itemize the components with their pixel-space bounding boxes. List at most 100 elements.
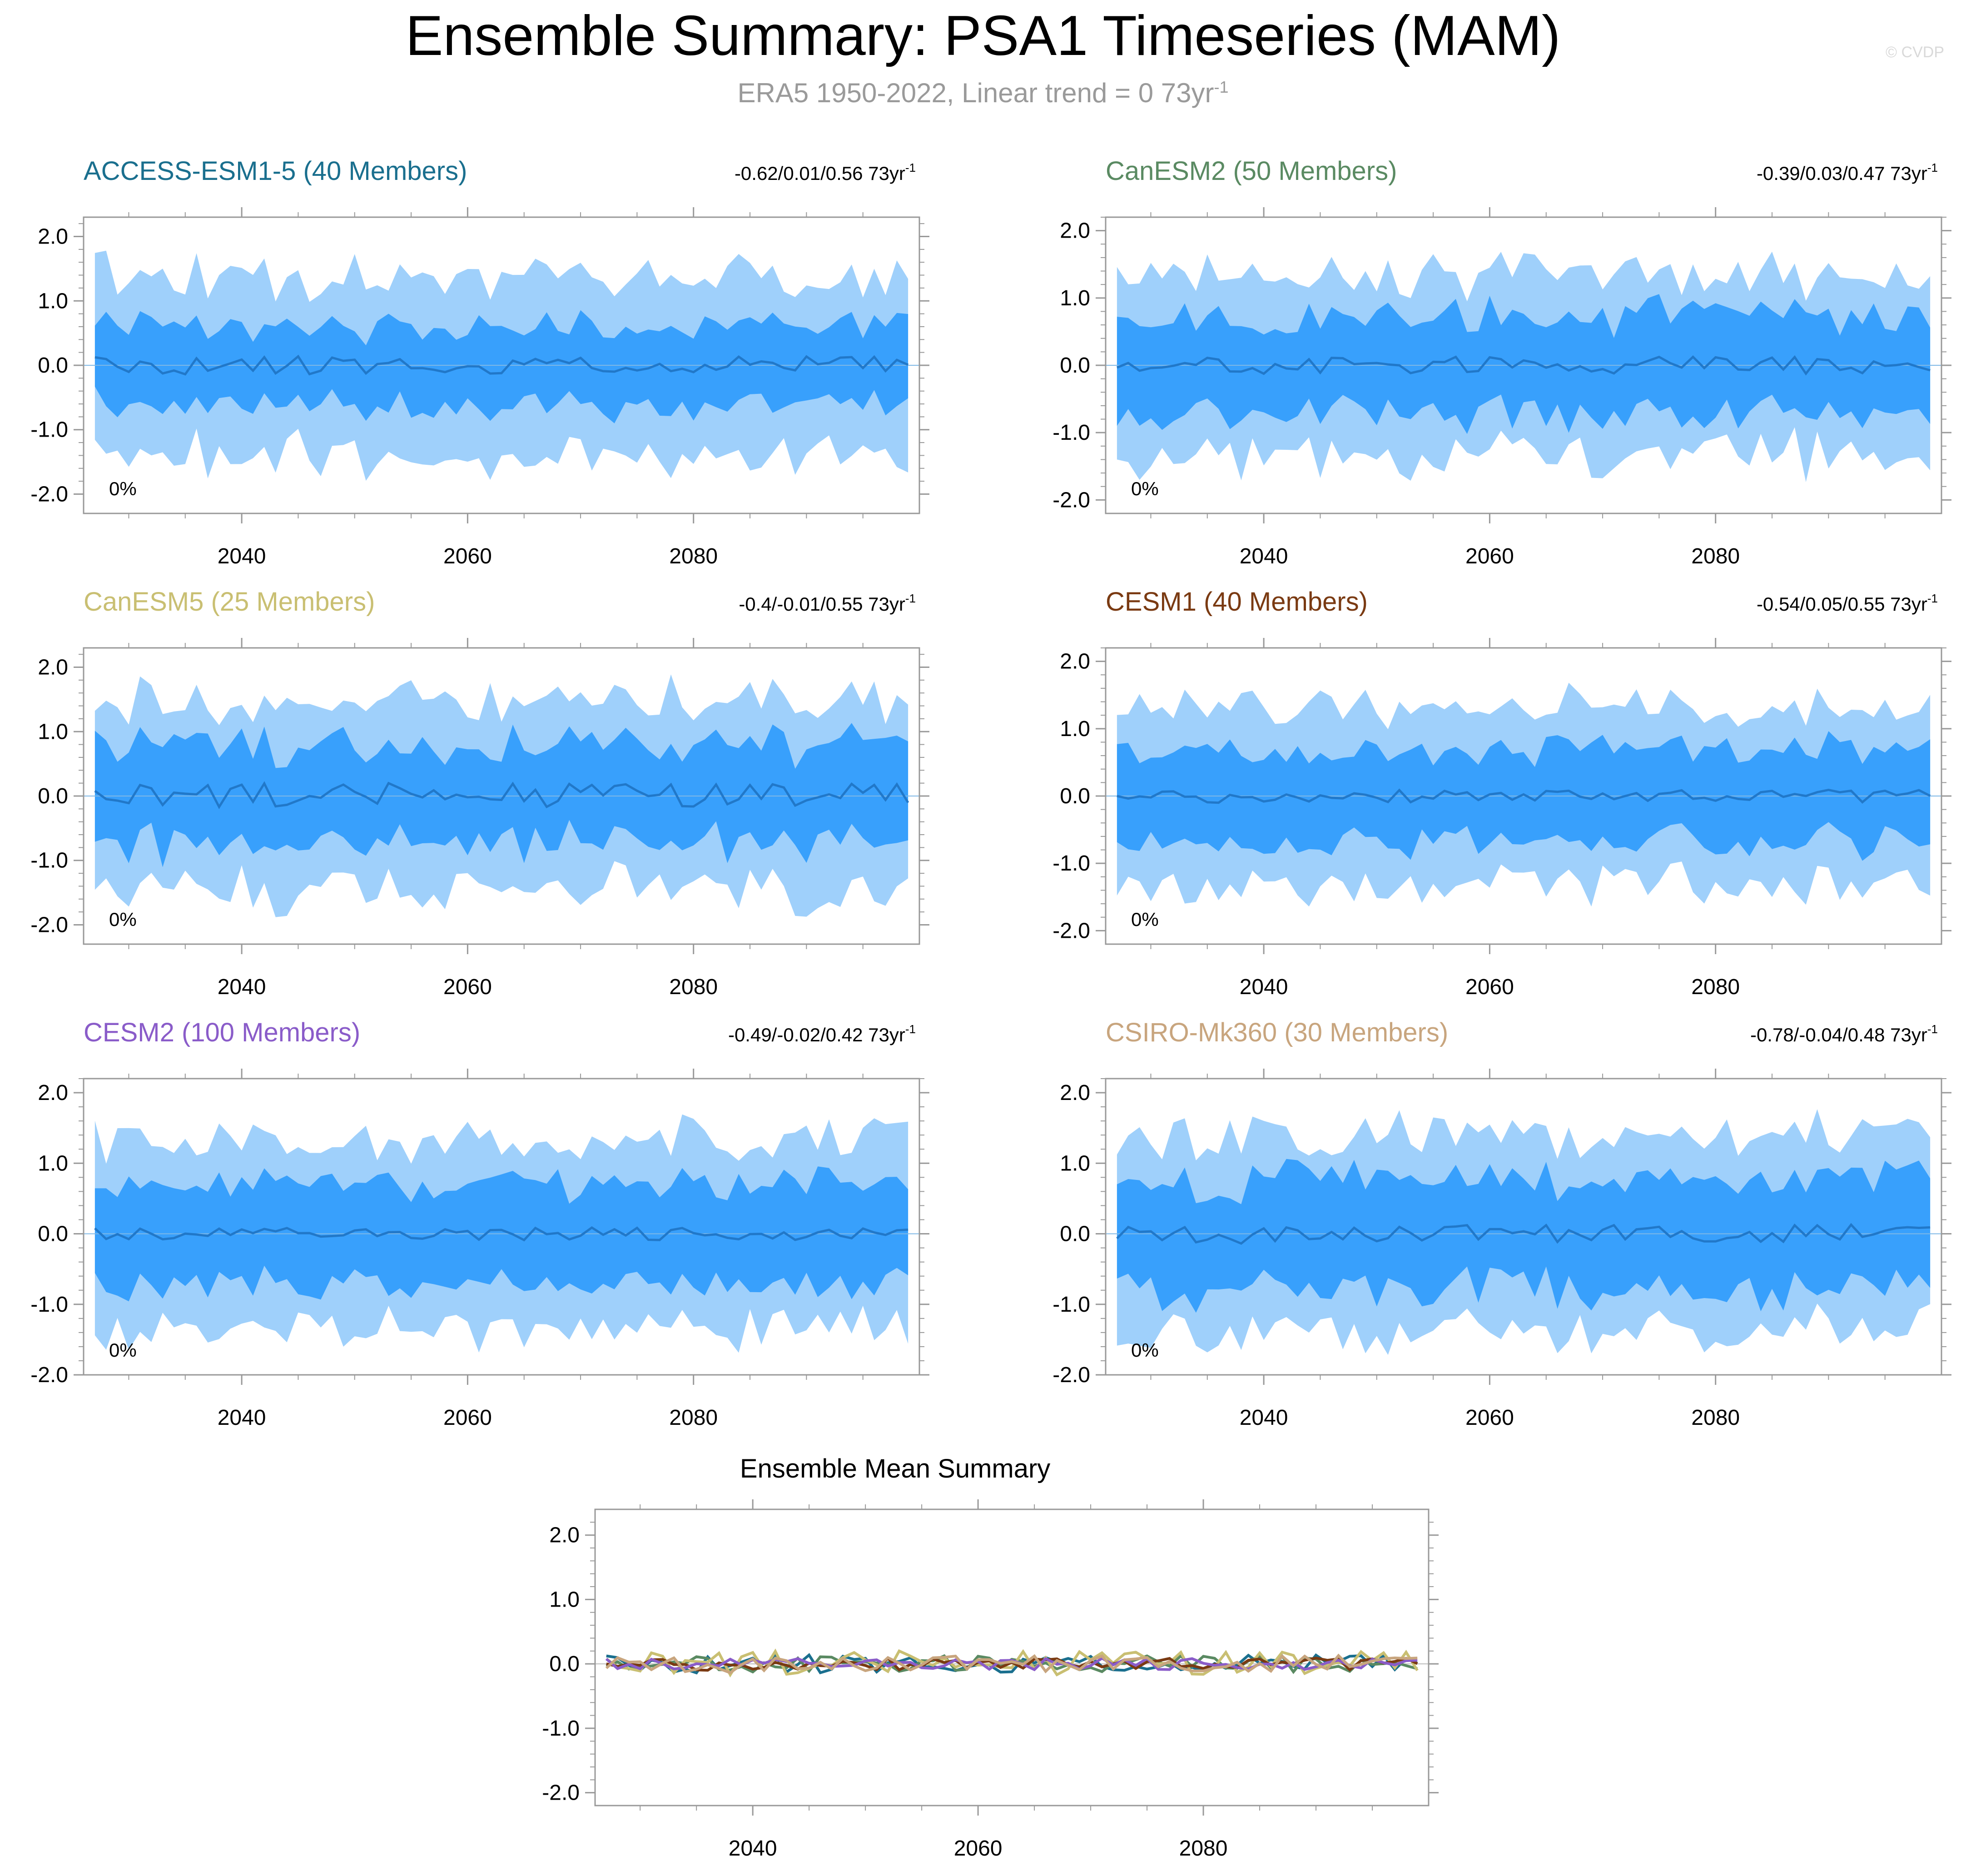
y-tick-label: 2.0	[549, 1523, 580, 1548]
y-tick-label: 1.0	[1060, 1151, 1090, 1175]
inner-spread-band	[1117, 1159, 1931, 1313]
y-tick-label: 2.0	[1060, 1081, 1090, 1105]
x-tick-label: 2040	[218, 544, 266, 568]
ensemble-mean-line	[1116, 355, 1931, 376]
y-tick-label: -1.0	[30, 849, 68, 873]
x-tick-label: 2080	[669, 1406, 718, 1430]
chart-panel-3: CanESM5 (25 Members) -0.4/-0.01/0.55 73yr…	[30, 587, 929, 999]
x-tick-label: 2080	[1691, 1406, 1740, 1430]
trend-superscript: -1	[1927, 592, 1938, 605]
trend-label: -0.4/-0.01/0.55 73yr-1	[739, 592, 916, 615]
inner-spread-band	[1117, 294, 1931, 434]
y-tick-label: 1.0	[549, 1587, 580, 1612]
y-tick-label: -2.0	[1053, 919, 1090, 943]
y-tick-label: 0.0	[38, 1222, 68, 1246]
panel-title: CSIRO-Mk360 (30 Members)	[1106, 1018, 1448, 1047]
trend-superscript: -1	[1927, 161, 1938, 174]
x-tick-label: 2040	[218, 1406, 266, 1430]
y-tick-label: 0.0	[1060, 353, 1090, 378]
plot-frame	[1105, 1078, 1942, 1376]
ensemble-mean-line	[94, 1226, 909, 1242]
x-tick-label: 2040	[729, 1836, 777, 1861]
chart-panel-5: CESM2 (100 Members) -0.49/-0.02/0.42 73yr…	[30, 1018, 929, 1430]
y-tick-label: -1.0	[30, 418, 68, 442]
y-tick-label: -2.0	[1053, 1363, 1090, 1387]
panel-title: CanESM5 (25 Members)	[84, 587, 375, 617]
x-tick-label: 2060	[443, 1406, 492, 1430]
trend-label: -0.39/0.03/0.47 73yr-1	[1757, 161, 1938, 184]
percent-label: 0%	[109, 478, 137, 499]
chart-panel-6: CSIRO-Mk360 (30 Members) -0.78/-0.04/0.48…	[1053, 1018, 1951, 1430]
y-tick-label: 2.0	[38, 225, 68, 249]
x-tick-label: 2080	[1691, 544, 1740, 568]
percent-label: 0%	[109, 1339, 137, 1361]
ensemble-mean-line	[1116, 1223, 1931, 1245]
x-tick-label: 2060	[954, 1836, 1003, 1861]
subtitle-superscript: -1	[1214, 78, 1229, 96]
percent-label: 0%	[1131, 1339, 1159, 1361]
y-tick-label: -2.0	[30, 1363, 68, 1387]
panel-title: CESM2 (100 Members)	[84, 1018, 360, 1047]
y-tick-label: -1.0	[542, 1717, 580, 1741]
y-tick-label: 2.0	[38, 656, 68, 680]
y-tick-label: -1.0	[1053, 421, 1090, 445]
panel-title: ACCESS-ESM1-5 (40 Members)	[84, 156, 467, 186]
trend-superscript: -1	[1927, 1022, 1938, 1036]
y-tick-label: 1.0	[38, 1151, 68, 1175]
trend-superscript: -1	[905, 1022, 916, 1036]
page-subtitle: ERA5 1950-2022, Linear trend = 0 73yr-1	[0, 77, 1966, 109]
y-tick-label: 0.0	[38, 784, 68, 808]
ensemble-mean-line	[94, 354, 909, 376]
panel-title: CanESM2 (50 Members)	[1106, 156, 1397, 186]
y-tick-label: 0.0	[1060, 1222, 1090, 1246]
trend-superscript: -1	[905, 592, 916, 605]
y-tick-label: 2.0	[1060, 219, 1090, 243]
y-tick-label: 0.0	[549, 1652, 580, 1676]
x-tick-label: 2060	[443, 975, 492, 999]
trend-superscript: -1	[905, 161, 916, 174]
plot-frame	[83, 1078, 920, 1376]
x-tick-label: 2040	[1240, 975, 1288, 999]
ensemble-mean-line	[94, 781, 909, 810]
y-tick-label: 1.0	[1060, 286, 1090, 310]
trend-label: -0.62/0.01/0.56 73yr-1	[735, 161, 916, 184]
plot-frame	[594, 1508, 1430, 1806]
chart-panel-7: Ensemble Mean Summary 2.0 1.0 0.0 -1.0 -2.0 20…	[542, 1454, 1439, 1861]
chart-panel-2: CanESM2 (50 Members) -0.39/0.03/0.47 73yr…	[1053, 156, 1951, 568]
page-title: Ensemble Summary: PSA1 Timeseries (MAM)	[405, 5, 1561, 67]
percent-label: 0%	[109, 909, 137, 930]
y-tick-label: 0.0	[38, 353, 68, 378]
trend-label: -0.54/0.05/0.55 73yr-1	[1757, 592, 1938, 615]
x-tick-label: 2060	[1465, 544, 1514, 568]
x-tick-label: 2080	[1691, 975, 1740, 999]
panel-title: Ensemble Mean Summary	[740, 1454, 1050, 1483]
ensemble-mean-line	[1117, 788, 1931, 804]
y-tick-label: 1.0	[38, 289, 68, 313]
credit-label: © CVDP	[1886, 44, 1944, 61]
x-tick-label: 2060	[443, 544, 492, 568]
percent-label: 0%	[1131, 909, 1159, 930]
panel-title: CESM1 (40 Members)	[1106, 587, 1368, 617]
y-tick-label: -1.0	[1053, 1293, 1090, 1317]
mean-series-line-3	[606, 1648, 1419, 1678]
subtitle-text: ERA5 1950-2022, Linear trend = 0 73yr	[737, 78, 1214, 108]
x-tick-label: 2060	[1465, 1406, 1514, 1430]
y-tick-label: 2.0	[38, 1081, 68, 1105]
percent-label: 0%	[1131, 478, 1159, 499]
x-tick-label: 2060	[1465, 975, 1514, 999]
trend-label: -0.78/-0.04/0.48 73yr-1	[1750, 1022, 1938, 1045]
x-tick-label: 2080	[669, 544, 718, 568]
trend-label: -0.49/-0.02/0.42 73yr-1	[728, 1022, 916, 1045]
x-tick-label: 2040	[218, 975, 266, 999]
chart-panel-1: ACCESS-ESM1-5 (40 Members) -0.62/0.01/0.5…	[30, 156, 929, 568]
y-tick-label: -2.0	[1053, 488, 1090, 512]
y-tick-label: -1.0	[30, 1293, 68, 1317]
y-tick-label: 2.0	[1060, 650, 1090, 674]
y-tick-label: -1.0	[1053, 851, 1090, 876]
y-tick-label: -2.0	[30, 482, 68, 506]
x-tick-label: 2080	[1179, 1836, 1228, 1861]
y-tick-label: -2.0	[542, 1781, 580, 1805]
inner-spread-band	[94, 723, 909, 867]
y-tick-label: 1.0	[1060, 717, 1090, 741]
